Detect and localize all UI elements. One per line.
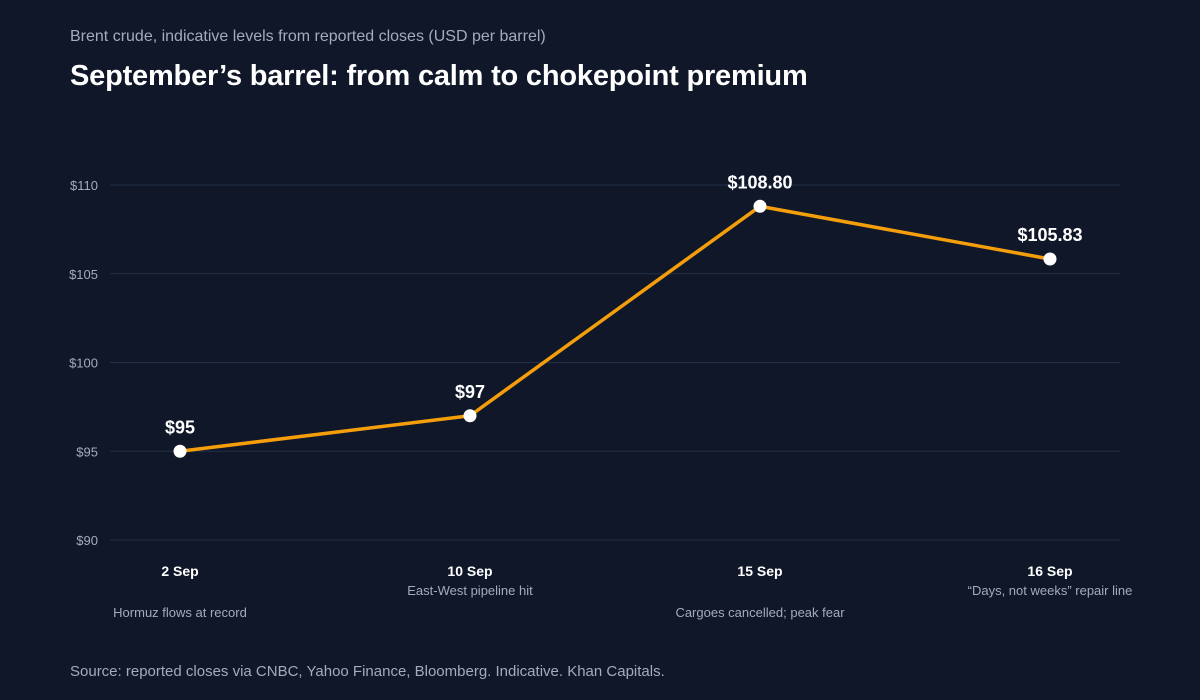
y-axis-ticks: $90 $95 $100 $105 $110 — [69, 178, 98, 548]
y-tick-label: $95 — [76, 444, 98, 459]
data-label: $97 — [455, 382, 485, 402]
source-note: Source: reported closes via CNBC, Yahoo … — [70, 663, 665, 680]
x-tick-label: 10 Sep — [447, 563, 492, 579]
x-tick-label: 2 Sep — [161, 563, 198, 579]
data-labels: $95 $97 $108.80 $105.83 — [165, 172, 1083, 437]
point-annotations: Hormuz flows at record East-West pipeline… — [113, 583, 1132, 620]
data-label: $108.80 — [727, 172, 792, 192]
data-label: $105.83 — [1017, 225, 1082, 245]
y-tick-label: $105 — [69, 267, 98, 282]
y-tick-label: $100 — [69, 356, 98, 371]
x-axis-ticks: 2 Sep 10 Sep 15 Sep 16 Sep — [161, 563, 1072, 579]
point-annotation: “Days, not weeks” repair line — [968, 583, 1133, 598]
point-annotation: East-West pipeline hit — [407, 583, 533, 598]
chart-subtitle: Brent crude, indicative levels from repo… — [70, 28, 546, 45]
chart-title: September’s barrel: from calm to chokepo… — [70, 60, 808, 92]
series-line — [178, 204, 1052, 453]
data-point — [753, 199, 767, 213]
x-tick-label: 15 Sep — [737, 563, 782, 579]
data-points — [173, 199, 1057, 458]
y-tick-label: $90 — [76, 533, 98, 548]
grid-lines — [110, 184, 1120, 541]
data-point — [1043, 252, 1057, 266]
series-line-layer — [178, 204, 1052, 453]
data-point — [463, 409, 477, 423]
data-point — [173, 444, 187, 458]
point-annotation: Cargoes cancelled; peak fear — [675, 605, 845, 620]
x-tick-label: 16 Sep — [1027, 563, 1072, 579]
data-label: $95 — [165, 417, 195, 437]
point-annotation: Hormuz flows at record — [113, 605, 247, 620]
y-tick-label: $110 — [70, 178, 98, 193]
